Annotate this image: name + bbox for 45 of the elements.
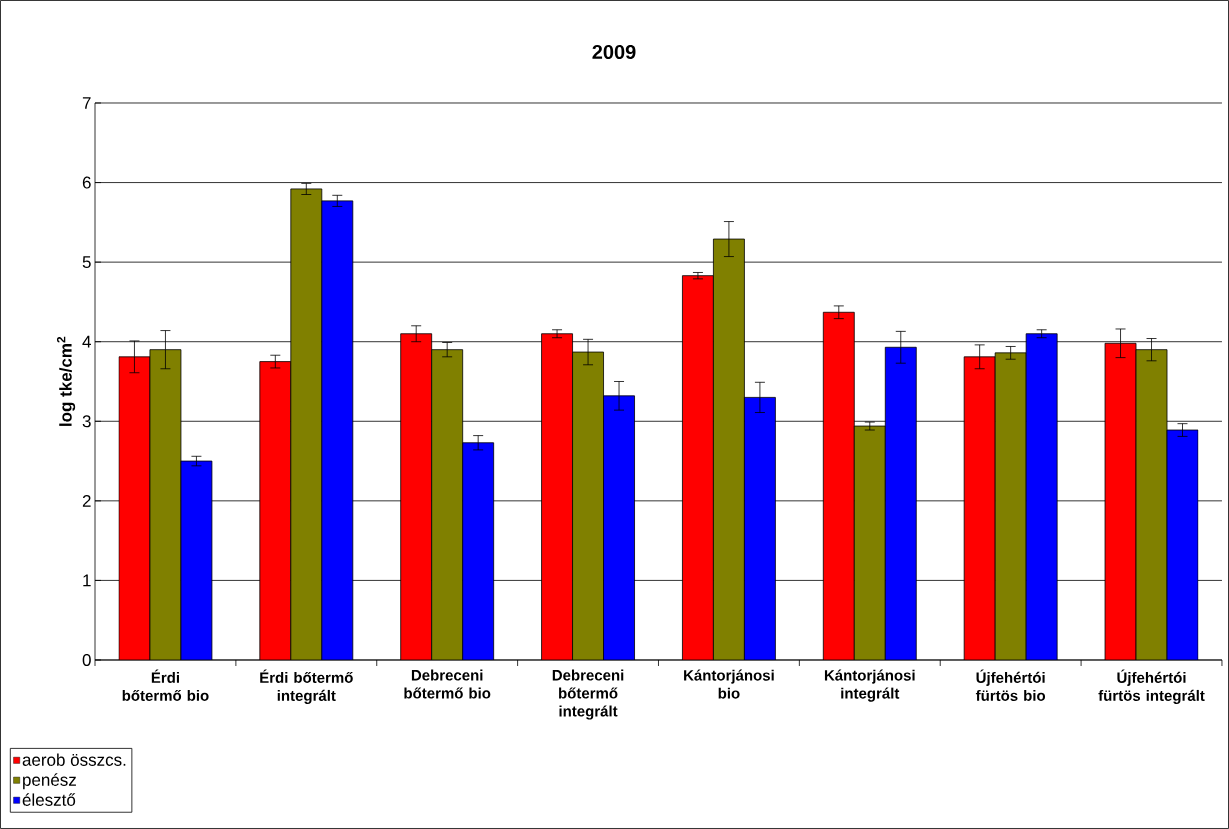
legend-label: aerob összcs. (22, 753, 126, 766)
bar (713, 238, 745, 660)
bar (822, 311, 855, 660)
legend-label: penész (23, 773, 76, 790)
y-axis-title: log tke/cm$^{2}$ (56, 336, 76, 426)
x-tick-label: Kántorjánosi bio (684, 669, 774, 699)
x-tick-label: Debreceni bőtermő bio (404, 669, 491, 699)
bar (853, 425, 886, 660)
bar (541, 333, 573, 660)
bar (572, 351, 604, 660)
x-tick-label: Újfehértói fürtös integrált (1098, 669, 1205, 704)
x-tick-label: Kántorjánosi integrált (824, 669, 915, 702)
legend-label: élesztő (22, 793, 76, 806)
bar (180, 460, 213, 660)
bar (682, 275, 714, 660)
bar (1166, 429, 1199, 660)
y-tick-label: 4 (82, 335, 91, 348)
y-tick-label: 2 (82, 494, 91, 507)
bar (994, 352, 1027, 660)
bar (400, 333, 433, 660)
bar (603, 395, 635, 660)
y-tick-label: 6 (82, 176, 91, 189)
bar (462, 442, 495, 660)
y-tick-label: 3 (82, 415, 91, 428)
bar (118, 356, 151, 660)
bar (884, 346, 917, 660)
y-tick-label: 1 (83, 574, 91, 587)
bar (290, 188, 323, 660)
bar (1025, 333, 1058, 660)
bar (744, 397, 776, 660)
chart-title: 2009 (592, 44, 636, 60)
bar (1135, 349, 1168, 660)
x-tick-label: Debreceni bőtermő integrált (552, 669, 624, 720)
y-tick-label: 5 (82, 256, 91, 269)
x-tick-label: Újfehértói fürtös bio (975, 669, 1046, 701)
y-tick-label: 7 (82, 97, 91, 109)
bar (963, 356, 996, 660)
bar (149, 349, 182, 660)
x-tick-label: Érdi bőtermő bio (122, 669, 209, 701)
y-tick-label: 0 (82, 653, 91, 667)
bar (321, 200, 354, 660)
bar (259, 361, 292, 660)
bar (431, 349, 464, 660)
x-tick-label: Érdi bőtermő integrált (260, 669, 353, 704)
bar (1104, 342, 1137, 660)
